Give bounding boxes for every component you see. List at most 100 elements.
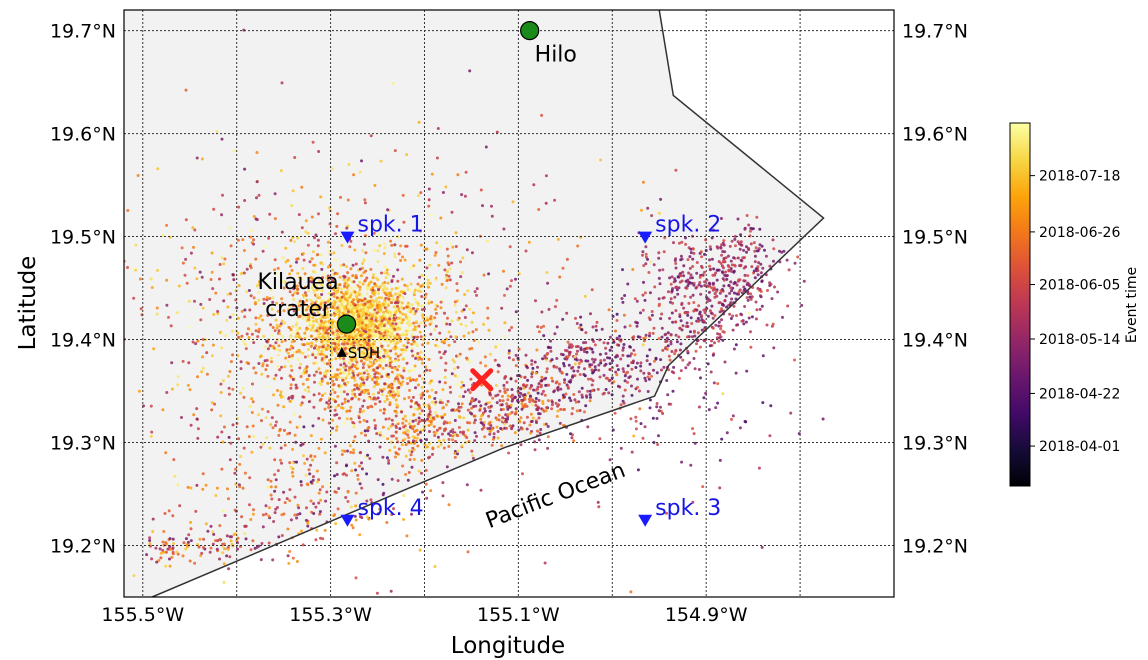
earthquake-point (576, 345, 580, 348)
earthquake-point (170, 387, 174, 391)
earthquake-point (703, 311, 707, 315)
earthquake-point (529, 412, 533, 416)
earthquake-point (358, 170, 362, 174)
earthquake-point (353, 388, 356, 391)
earthquake-point (444, 185, 448, 189)
earthquake-point (407, 430, 411, 433)
earthquake-point (536, 365, 539, 369)
earthquake-point (269, 423, 273, 427)
earthquake-point (352, 344, 356, 348)
earthquake-point (697, 368, 701, 371)
earthquake-point (453, 455, 457, 459)
earthquake-point (396, 301, 400, 305)
earthquake-point (501, 407, 505, 411)
earthquake-point (255, 284, 259, 288)
earthquake-point (658, 282, 662, 286)
earthquake-point (537, 412, 541, 416)
earthquake-point (420, 385, 424, 389)
earthquake-point (420, 357, 424, 361)
earthquake-point (536, 429, 539, 433)
earthquake-point (286, 359, 290, 363)
earthquake-point (666, 331, 670, 335)
earthquake-point (201, 487, 205, 491)
earthquake-point (459, 385, 463, 389)
earthquake-point (242, 395, 246, 399)
earthquake-point (320, 377, 324, 381)
earthquake-point (542, 389, 545, 393)
earthquake-point (232, 278, 236, 282)
earthquake-point (277, 433, 281, 437)
earthquake-point (389, 589, 393, 593)
earthquake-point (630, 367, 634, 371)
earthquake-point (706, 362, 710, 366)
earthquake-point (359, 274, 363, 278)
earthquake-point (427, 412, 431, 416)
earthquake-point (164, 541, 168, 545)
earthquake-point (484, 364, 488, 368)
earthquake-point (434, 303, 438, 307)
earthquake-point (409, 453, 413, 457)
earthquake-point (353, 248, 357, 252)
earthquake-point (353, 435, 357, 439)
earthquake-point (273, 192, 277, 196)
earthquake-point (399, 290, 403, 294)
earthquake-point (398, 339, 402, 343)
earthquake-point (264, 368, 268, 372)
earthquake-point (169, 324, 173, 328)
earthquake-point (349, 450, 353, 454)
earthquake-point (500, 403, 504, 407)
earthquake-point (648, 318, 652, 321)
earthquake-point (231, 353, 235, 357)
earthquake-point (287, 396, 291, 400)
earthquake-point (301, 252, 305, 255)
earthquake-point (503, 422, 507, 426)
earthquake-point (372, 369, 376, 373)
earthquake-point (639, 311, 642, 315)
earthquake-point (289, 465, 293, 469)
earthquake-point (250, 397, 254, 401)
earthquake-point (650, 310, 654, 313)
earthquake-point (371, 352, 375, 356)
earthquake-point (387, 375, 391, 379)
earthquake-point (434, 431, 438, 435)
earthquake-point (420, 304, 424, 308)
earthquake-point (753, 260, 757, 264)
earthquake-point (184, 88, 188, 92)
earthquake-point (172, 458, 176, 462)
earthquake-point (292, 297, 296, 301)
earthquake-point (673, 295, 677, 299)
earthquake-point (411, 354, 415, 358)
earthquake-point (493, 358, 497, 362)
earthquake-point (622, 313, 626, 317)
earthquake-point (315, 293, 319, 297)
earthquake-point (345, 417, 349, 421)
earthquake-point (359, 294, 363, 298)
earthquake-point (380, 512, 384, 516)
earthquake-point (325, 313, 329, 317)
earthquake-point (563, 381, 566, 384)
earthquake-point (433, 253, 437, 257)
earthquake-point (433, 316, 437, 320)
earthquake-point (402, 344, 406, 348)
earthquake-point (659, 358, 663, 362)
earthquake-point (486, 306, 490, 310)
earthquake-point (216, 601, 219, 604)
earthquake-point (332, 514, 336, 518)
earthquake-point (703, 280, 707, 284)
earthquake-point (540, 392, 544, 396)
earthquake-point (314, 305, 318, 309)
earthquake-point (280, 461, 283, 465)
earthquake-point (612, 380, 616, 384)
earthquake-point (340, 336, 344, 340)
earthquake-point (307, 289, 311, 293)
earthquake-point (413, 288, 417, 292)
earthquake-point (497, 343, 501, 346)
earthquake-point (152, 347, 156, 351)
earthquake-point (241, 386, 245, 390)
earthquake-point (691, 257, 695, 261)
earthquake-point (429, 213, 433, 217)
earthquake-point (250, 332, 254, 336)
earthquake-point (216, 435, 220, 439)
earthquake-point (275, 326, 279, 330)
earthquake-point (265, 364, 269, 367)
